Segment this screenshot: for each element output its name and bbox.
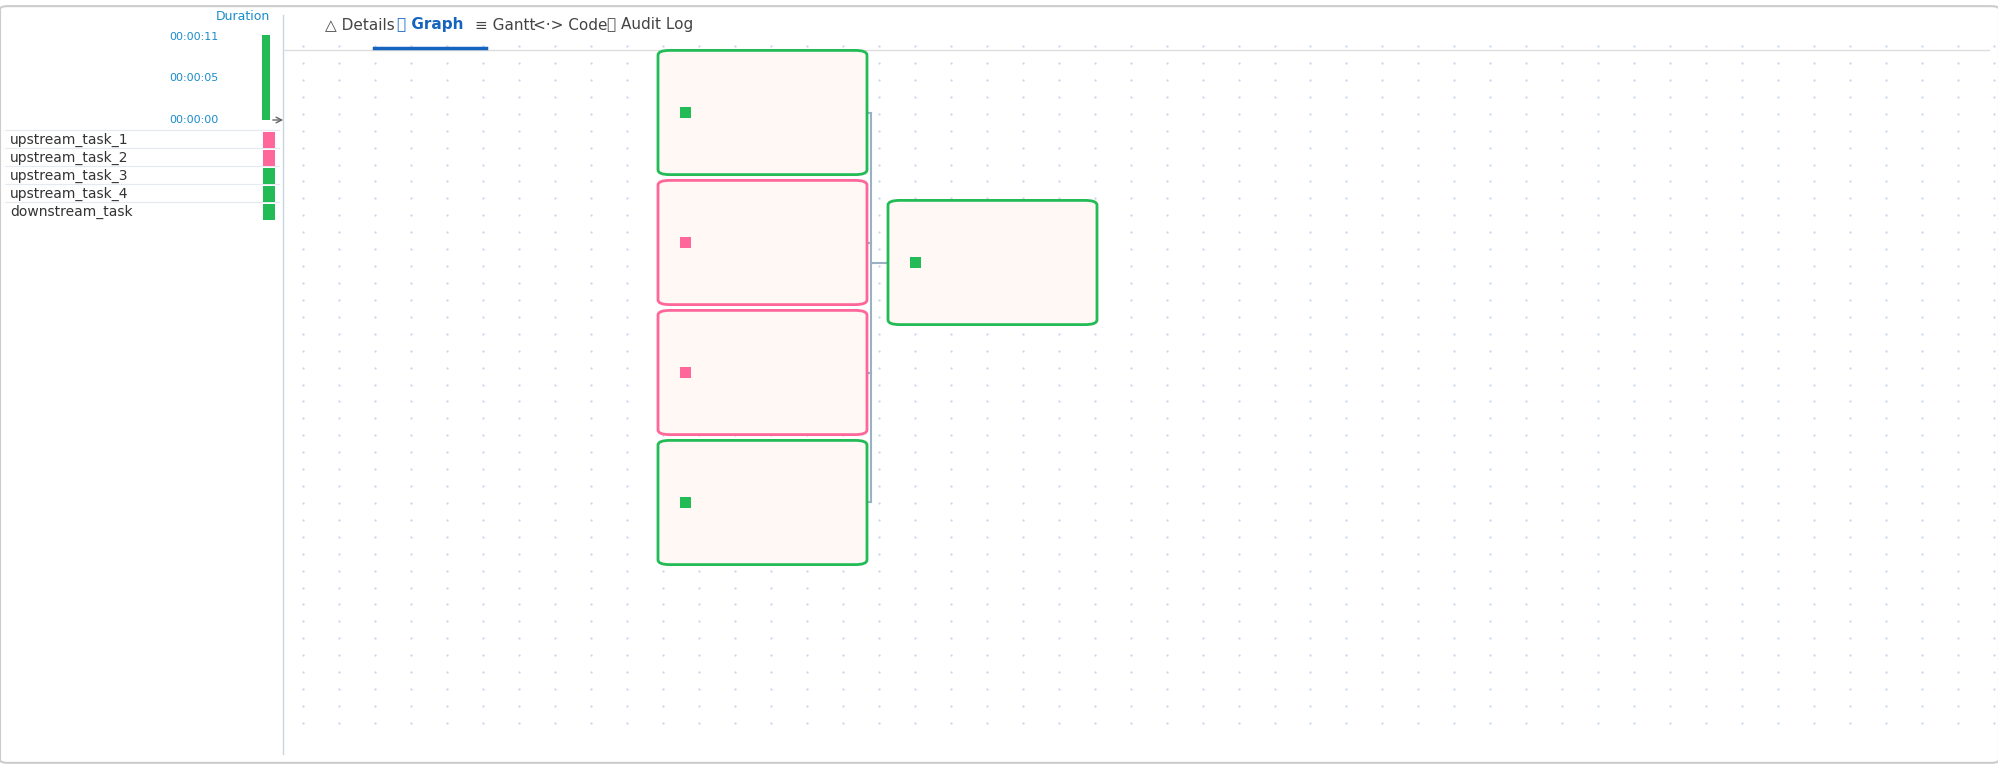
Bar: [264, 149, 276, 166]
Text: @task: @task: [679, 275, 721, 288]
Text: success: success: [695, 496, 747, 509]
Text: @task: @task: [909, 295, 951, 308]
Text: skipped: skipped: [695, 236, 747, 249]
Text: 00:00:00: 00:00:00: [168, 115, 218, 125]
Text: upstream_task_3: upstream_task_3: [679, 459, 805, 475]
Bar: [679, 107, 691, 118]
Text: 00:00:11: 00:00:11: [168, 32, 218, 42]
Text: success: success: [695, 106, 747, 119]
Bar: [264, 168, 276, 185]
Text: upstream_task_4: upstream_task_4: [10, 187, 128, 201]
Text: 00:00:05: 00:00:05: [168, 73, 218, 83]
Bar: [679, 237, 691, 248]
FancyBboxPatch shape: [887, 201, 1097, 325]
Bar: [909, 257, 921, 268]
Text: downstream_task: downstream_task: [909, 219, 1039, 235]
Text: Duration: Duration: [216, 10, 270, 23]
Text: upstream_task_2: upstream_task_2: [679, 329, 805, 345]
Bar: [679, 367, 691, 378]
Text: <·> Code: <·> Code: [533, 18, 607, 32]
Bar: [264, 185, 276, 202]
Text: ⧉ Graph: ⧉ Graph: [396, 18, 464, 32]
Bar: [264, 204, 276, 221]
Text: upstream_task_3: upstream_task_3: [10, 169, 128, 183]
Text: ≡ Gantt: ≡ Gantt: [474, 18, 535, 32]
Text: ⎙ Audit Log: ⎙ Audit Log: [607, 18, 693, 32]
Text: @task: @task: [679, 535, 721, 548]
Text: upstream_task_1: upstream_task_1: [10, 133, 128, 147]
FancyBboxPatch shape: [657, 441, 867, 564]
Text: △ Details: △ Details: [326, 18, 396, 32]
Text: upstream_task_1: upstream_task_1: [679, 199, 805, 215]
FancyBboxPatch shape: [0, 6, 1998, 763]
Text: @task: @task: [679, 145, 721, 158]
Text: upstream_task_2: upstream_task_2: [10, 151, 128, 165]
Text: upstream_task_4: upstream_task_4: [679, 69, 805, 85]
Text: downstream_task: downstream_task: [10, 205, 132, 219]
Bar: [679, 497, 691, 508]
FancyBboxPatch shape: [657, 181, 867, 305]
FancyBboxPatch shape: [657, 311, 867, 434]
Text: @task: @task: [679, 405, 721, 418]
Text: success: success: [925, 256, 977, 269]
Text: skipped: skipped: [695, 366, 747, 379]
Bar: [262, 35, 270, 120]
Bar: [264, 131, 276, 148]
FancyBboxPatch shape: [657, 51, 867, 175]
